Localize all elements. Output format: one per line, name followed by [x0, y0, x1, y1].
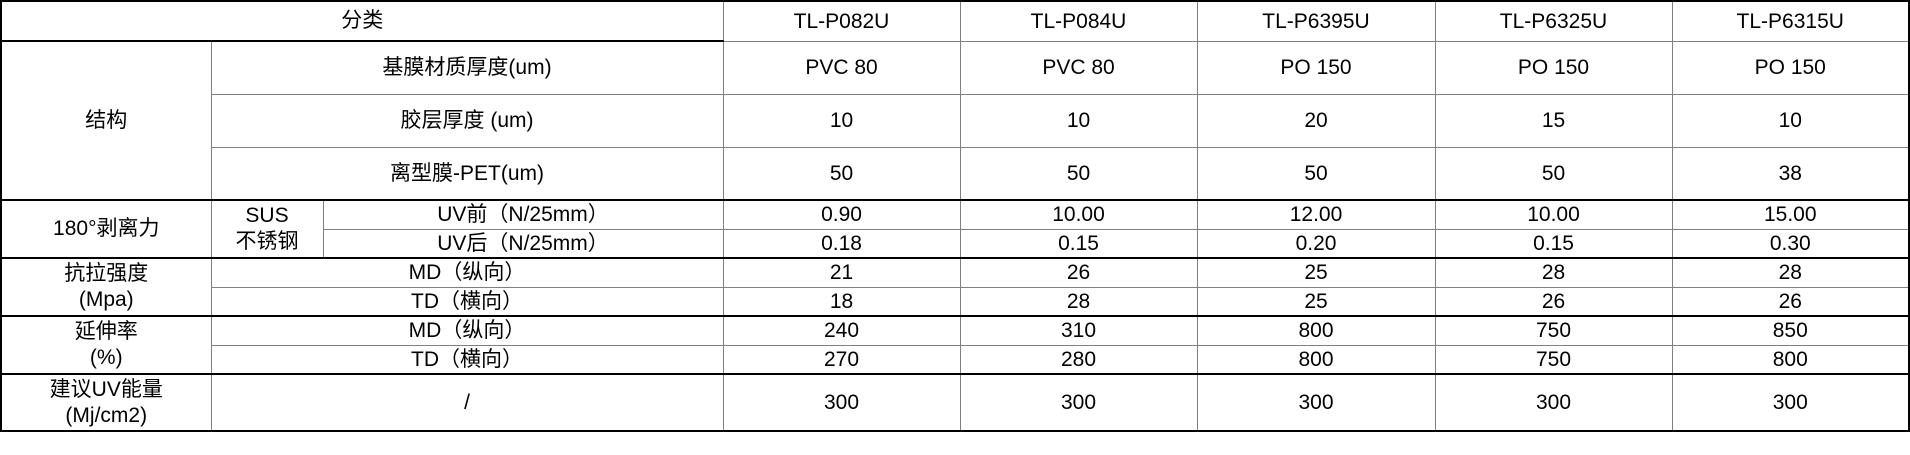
product-spec-table: 分类 TL-P082U TL-P084U TL-P6395U TL-P6325U… [0, 0, 1910, 432]
table-row: 胶层厚度 (um) 10 10 20 15 10 [1, 93, 1910, 148]
table-row: 建议UV能量 (Mj/cm2) / 300 300 300 300 300 [0, 373, 1910, 432]
product-header: TL-P084U [959, 0, 1198, 42]
value-cell: 28 [1434, 257, 1673, 288]
value-cell: 28 [1671, 257, 1910, 288]
section-label-peel-force: 180°剥离力 [0, 199, 212, 259]
value-cell: 15 [1434, 93, 1673, 148]
value-cell: 50 [1434, 146, 1673, 201]
value-cell: 10 [959, 93, 1198, 148]
value-cell: 10.00 [959, 199, 1198, 230]
value-cell: PO 150 [1671, 40, 1910, 95]
tensile-label-line1: 抗拉强度 [64, 262, 149, 285]
table-row: UV后（N/25mm） 0.18 0.15 0.20 0.15 0.30 [1, 228, 1910, 259]
table-row: 结构 基膜材质厚度(um) PVC 80 PVC 80 PO 150 PO 15… [0, 40, 1910, 201]
value-cell: 50 [722, 146, 961, 201]
product-header: TL-P6315U [1671, 0, 1910, 42]
row-label-md: MD（纵向） [210, 315, 724, 346]
table-row: TD（横向） 18 28 25 26 26 [1, 286, 1910, 317]
row-label-base-film: 基膜材质厚度(um) [210, 40, 724, 95]
value-cell: 25 [1196, 257, 1436, 288]
value-cell: PO 150 [1196, 40, 1436, 95]
value-cell: 10.00 [1434, 199, 1673, 230]
row-label-uv-before: UV前（N/25mm） [322, 199, 724, 230]
row-label-td: TD（横向） [210, 286, 724, 317]
section-label-structure: 结构 [0, 40, 212, 201]
product-header: TL-P082U [722, 0, 961, 42]
row-label-md: MD（纵向） [210, 257, 724, 288]
value-cell: 18 [722, 286, 961, 317]
table-row: 分类 TL-P082U TL-P084U TL-P6395U TL-P6325U… [0, 0, 1910, 42]
value-cell: 10 [1671, 93, 1910, 148]
value-cell: 0.15 [959, 228, 1198, 259]
row-label-td: TD（横向） [210, 344, 724, 375]
elongation-label-line2: (%) [89, 346, 123, 369]
value-cell: 300 [1434, 373, 1673, 432]
value-cell: 300 [1671, 373, 1910, 432]
value-cell: 50 [1196, 146, 1436, 201]
classification-header: 分类 [0, 0, 724, 42]
value-cell: 280 [959, 344, 1198, 375]
substrate-line2: 不锈钢 [235, 230, 299, 253]
section-label-tensile-strength: 抗拉强度 (Mpa) [0, 257, 212, 317]
product-header: TL-P6325U [1434, 0, 1673, 42]
row-label-uv-after: UV后（N/25mm） [322, 228, 724, 259]
value-cell: 0.90 [722, 199, 961, 230]
value-cell: 0.15 [1434, 228, 1673, 259]
uv-energy-label-line1: 建议UV能量 [49, 377, 163, 401]
value-cell: 300 [722, 373, 961, 432]
tensile-label-line2: (Mpa) [78, 288, 134, 311]
section-label-uv-energy: 建议UV能量 (Mj/cm2) [0, 373, 212, 432]
value-cell: 0.30 [1671, 228, 1910, 259]
table-row: 延伸率 (%) MD（纵向） 240 310 800 750 850 [0, 315, 1910, 375]
value-cell: PO 150 [1434, 40, 1673, 95]
value-cell: 750 [1434, 315, 1673, 346]
value-cell: 26 [1434, 286, 1673, 317]
substrate-line1: SUS [245, 204, 289, 227]
value-cell: 0.18 [722, 228, 961, 259]
value-cell: 21 [722, 257, 961, 288]
value-cell: 270 [722, 344, 961, 375]
value-cell: 300 [1196, 373, 1436, 432]
row-label-adhesive-thickness: 胶层厚度 (um) [210, 93, 724, 148]
value-cell: 28 [959, 286, 1198, 317]
section-label-elongation: 延伸率 (%) [0, 315, 212, 375]
substrate-cell: SUS 不锈钢 [210, 199, 324, 259]
row-label-release-film: 离型膜-PET(um) [210, 146, 724, 201]
value-cell: 12.00 [1196, 199, 1436, 230]
value-cell: 300 [959, 373, 1198, 432]
value-cell: 20 [1196, 93, 1436, 148]
value-cell: PVC 80 [722, 40, 961, 95]
value-cell: 240 [722, 315, 961, 346]
value-cell: 26 [959, 257, 1198, 288]
value-cell: 26 [1671, 286, 1910, 317]
table-row: TD（横向） 270 280 800 750 800 [1, 344, 1910, 375]
value-cell: 310 [959, 315, 1198, 346]
value-cell: PVC 80 [959, 40, 1198, 95]
row-label-slash: / [210, 373, 724, 432]
value-cell: 800 [1671, 344, 1910, 375]
value-cell: 10 [722, 93, 961, 148]
value-cell: 15.00 [1671, 199, 1910, 230]
value-cell: 750 [1434, 344, 1673, 375]
table-row: 离型膜-PET(um) 50 50 50 50 38 [1, 146, 1910, 201]
product-header: TL-P6395U [1196, 0, 1436, 42]
value-cell: 25 [1196, 286, 1436, 317]
table-row: 抗拉强度 (Mpa) MD（纵向） 21 26 25 28 28 [0, 257, 1910, 317]
table-row: 180°剥离力 SUS 不锈钢 UV前（N/25mm） 0.90 10.00 1… [0, 199, 1910, 259]
elongation-label-line1: 延伸率 [74, 320, 138, 343]
value-cell: 0.20 [1196, 228, 1436, 259]
value-cell: 800 [1196, 315, 1436, 346]
value-cell: 850 [1671, 315, 1910, 346]
value-cell: 800 [1196, 344, 1436, 375]
value-cell: 50 [959, 146, 1198, 201]
value-cell: 38 [1671, 146, 1910, 201]
uv-energy-label-line2: (Mj/cm2) [65, 403, 148, 427]
